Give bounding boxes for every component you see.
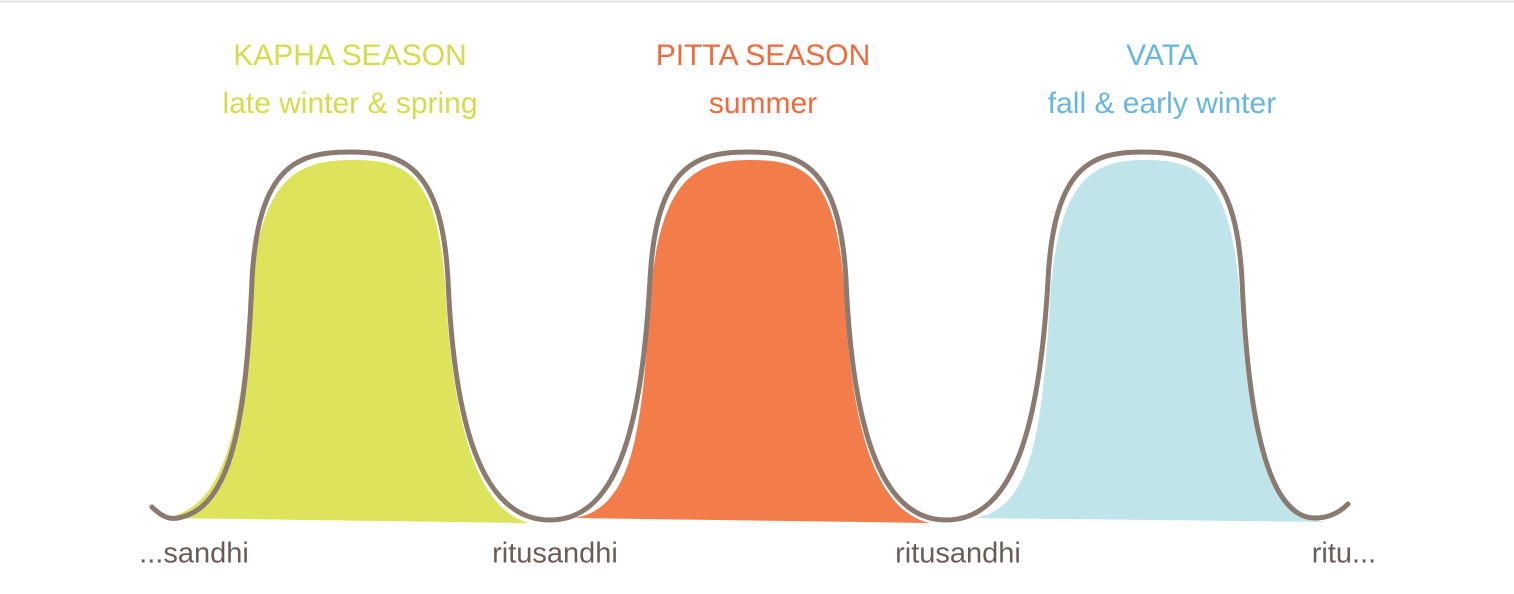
kapha-bell	[165, 160, 530, 523]
transition-label: ...sandhi	[139, 538, 249, 570]
season-title: KAPHA SEASON	[233, 39, 466, 72]
cycle-outline	[149, 149, 1351, 523]
vata-bell	[975, 160, 1325, 522]
season-subtitle: fall & early winter	[1048, 87, 1276, 120]
season-subtitle: summer	[709, 87, 817, 120]
transition-label: ritusandhi	[895, 538, 1021, 570]
transition-label: ritusandhi	[492, 538, 618, 570]
season-title: PITTA SEASON	[656, 39, 871, 72]
season-subtitle: late winter & spring	[222, 87, 477, 120]
pitta-bell	[575, 160, 930, 523]
season-title: VATA	[1126, 39, 1198, 72]
transition-label: ritu...	[1312, 538, 1376, 570]
